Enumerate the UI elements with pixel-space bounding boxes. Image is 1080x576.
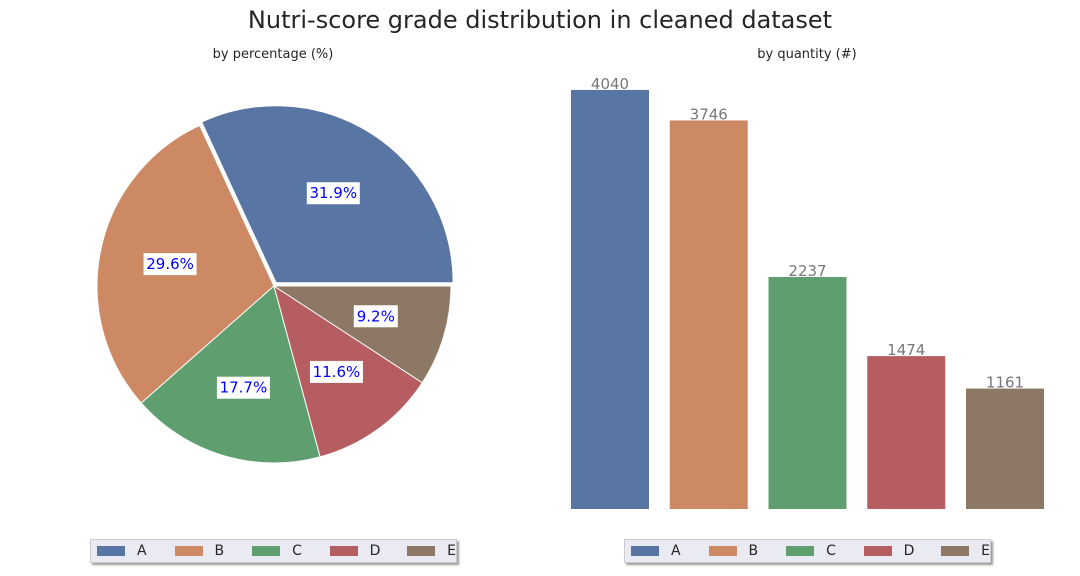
legend-item-c: C [252, 543, 330, 559]
pie-chart: 31.9% 29.6% 17.7% 11.6% 9.2% [96, 105, 454, 464]
pie-label-box [309, 360, 363, 383]
legend-item-a: A [97, 543, 175, 559]
legend-swatch [941, 546, 970, 556]
legend-swatch [863, 546, 892, 556]
legend-swatch [786, 546, 815, 556]
pie-label-e: 9.2% [357, 307, 395, 325]
legend-label: A [671, 543, 681, 559]
bar-d [867, 356, 946, 509]
legend-item-b: B [708, 543, 787, 559]
legend-item-e: E [941, 543, 990, 559]
pie-label-d: 11.6% [313, 363, 361, 381]
pie-slice-e [272, 285, 452, 384]
legend-label: A [137, 543, 147, 559]
legend-label: C [826, 543, 836, 559]
legend-swatch [708, 546, 737, 556]
legend-label: D [903, 543, 915, 559]
bar-legend: A B C D E [624, 539, 991, 563]
bar-label-d: 1474 [887, 341, 925, 359]
pie-label-box [353, 305, 398, 328]
pie-label-b: 29.6% [146, 255, 194, 273]
legend-label: C [292, 543, 302, 559]
legend-swatch [174, 546, 203, 556]
pie-label-box [306, 182, 360, 205]
legend-label: D [369, 543, 381, 559]
legend-item-e: E [407, 543, 456, 559]
legend-label: B [214, 543, 225, 559]
legend-swatch [407, 546, 436, 556]
legend-label: B [748, 543, 759, 559]
bar-c [768, 276, 847, 509]
legend-item-a: A [631, 543, 709, 559]
legend-label: E [981, 543, 990, 559]
legend-item-d: D [863, 543, 942, 559]
bar-chart: 4040 3746 2237 1474 1161 [571, 75, 1044, 509]
bar-label-a: 4040 [591, 75, 629, 93]
bar-a [571, 89, 649, 509]
pie-subtitle: by percentage (%) [212, 47, 334, 62]
pie-label-a: 31.9% [309, 184, 357, 202]
bar-label-e: 1161 [986, 374, 1024, 392]
legend-swatch [252, 546, 281, 556]
pie-label-c: 17.7% [220, 379, 268, 397]
bar-label-b: 3746 [690, 105, 728, 123]
legend-swatch [329, 546, 358, 556]
bar-label-c: 2237 [788, 262, 826, 280]
pie-slice-c [140, 285, 321, 464]
legend-item-d: D [329, 543, 408, 559]
bar-subtitle: by quantity (#) [757, 47, 857, 62]
pie-label-box [143, 253, 197, 276]
legend-swatch [631, 546, 659, 556]
legend-swatch [97, 546, 125, 556]
pie-label-box [216, 376, 270, 399]
bar-b [669, 120, 748, 509]
pie-legend: A B C D E [90, 539, 457, 563]
legend-item-c: C [786, 543, 864, 559]
chart-title: Nutri-score grade distribution in cleane… [247, 6, 833, 34]
bar-e [966, 388, 1044, 509]
legend-label: E [447, 543, 456, 559]
legend-item-b: B [174, 543, 253, 559]
